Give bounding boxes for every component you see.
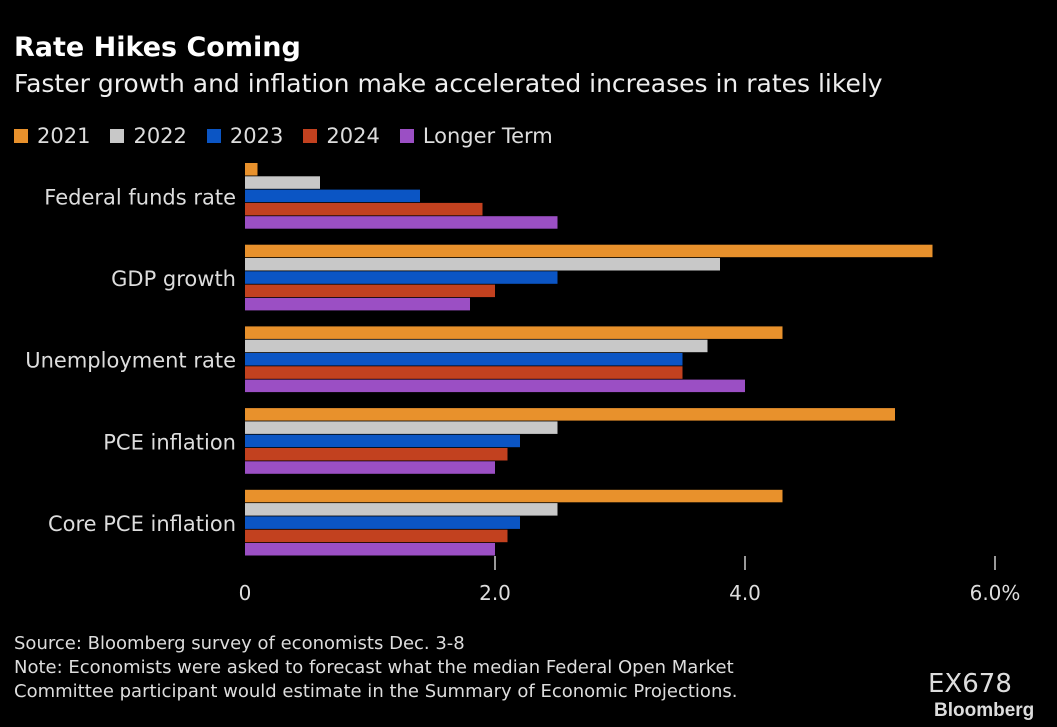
bar-2023 — [245, 189, 420, 203]
legend-label: 2023 — [229, 124, 284, 148]
legend-label: 2024 — [326, 124, 380, 148]
bar-2023 — [245, 434, 520, 448]
legend-item: 2023 — [206, 124, 284, 148]
legend-item: Longer Term — [399, 124, 553, 148]
legend-label: Longer Term — [422, 124, 553, 148]
legend-swatch — [206, 129, 221, 143]
bar-2024 — [245, 366, 683, 379]
source-note: Source: Bloomberg survey of economists D… — [14, 633, 465, 654]
chart-title: Rate Hikes Coming — [14, 32, 301, 63]
category-label: Federal funds rate — [44, 185, 236, 209]
category-label: Unemployment rate — [25, 349, 236, 373]
footer: Source: Bloomberg survey of economists D… — [14, 632, 737, 704]
legend-swatch — [14, 129, 28, 143]
bar-2023 — [245, 271, 558, 284]
bar-2024 — [245, 284, 495, 298]
x-tick-label: 0 — [239, 581, 252, 605]
x-tick-label: 2.0 — [479, 581, 511, 605]
bar-longer-term — [245, 297, 470, 311]
x-tick-label: 4.0 — [729, 581, 761, 605]
legend-item: 2024 — [303, 124, 380, 148]
category-label: GDP growth — [111, 267, 236, 291]
bar-2022 — [245, 339, 708, 353]
bar-2021 — [245, 163, 258, 176]
bar-2021 — [245, 326, 783, 339]
bar-2022 — [245, 258, 720, 271]
legend-swatch — [110, 129, 125, 143]
bar-2022 — [245, 503, 558, 516]
bar-2021 — [245, 489, 783, 503]
category-label: PCE inflation — [103, 430, 236, 454]
legend-label: 2022 — [133, 124, 187, 148]
x-tick-label: 6.0% — [970, 581, 1021, 605]
note-line-2: Committee participant would estimate in … — [14, 681, 738, 702]
legend-item: 2022 — [110, 124, 187, 148]
legend-item: 2021 — [14, 124, 90, 148]
bar-2021 — [245, 244, 933, 258]
legend-swatch — [399, 129, 414, 143]
note-line-1: Note: Economists were asked to forecast … — [14, 657, 734, 678]
legend: 2021 2022 2023 2024 Longer Term — [14, 124, 553, 148]
legend-swatch — [303, 129, 318, 143]
bloomberg-logo: Bloomberg — [934, 700, 1035, 721]
bar-2024 — [245, 448, 508, 461]
bar-longer-term — [245, 461, 495, 474]
bar-longer-term — [245, 543, 495, 556]
bar-2023 — [245, 516, 520, 529]
bar-longer-term — [245, 379, 745, 393]
chart-subtitle: Faster growth and inflation make acceler… — [14, 69, 883, 98]
chart-code: EX678 — [928, 669, 1012, 699]
bar-2022 — [245, 421, 558, 434]
bar-longer-term — [245, 216, 558, 229]
bar-2024 — [245, 529, 508, 543]
bar-2022 — [245, 176, 320, 189]
category-label: Core PCE inflation — [48, 512, 236, 536]
bar-2024 — [245, 202, 483, 216]
bar-2023 — [245, 353, 683, 366]
legend-label: 2021 — [37, 124, 91, 148]
bar-2021 — [245, 408, 895, 421]
